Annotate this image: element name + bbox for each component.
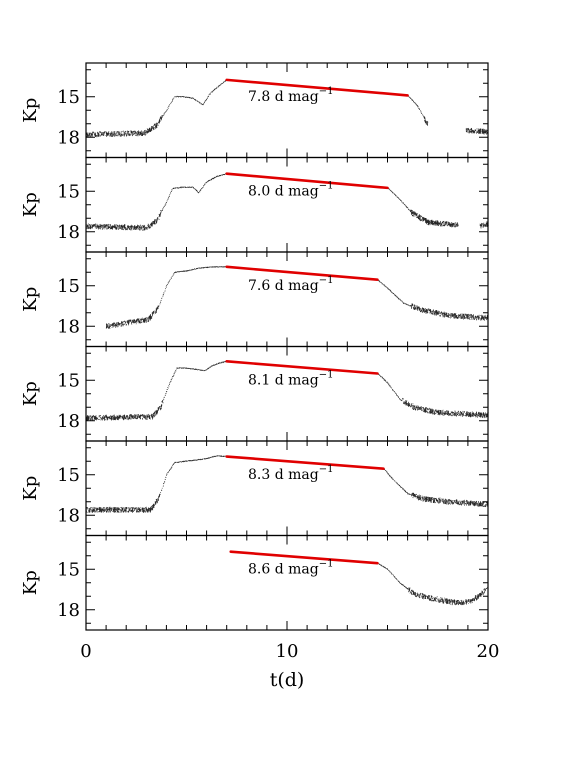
panel-frame — [85, 156, 489, 253]
decline-fit-line — [225, 360, 379, 375]
panels-group: 15 18 Kp 7.8 d mag−1 15 18 Kp 8.0 d mag−1 15 18 Kp… — [20, 62, 489, 631]
decline-fit-line — [225, 78, 409, 97]
panel-3: 15 18 Kp 7.6 d mag−1 — [20, 251, 489, 348]
panel-frame — [85, 345, 489, 442]
decline-rate-annotation: 7.6 d mag−1 — [248, 275, 333, 294]
y-tick-label: 18 — [57, 222, 80, 243]
y-tick-label: 18 — [57, 505, 80, 526]
x-axis: 0 10 20 t(d) — [80, 641, 499, 691]
x-tick-label: 10 — [276, 641, 299, 662]
light-curve-series — [105, 266, 489, 329]
y-tick-label: 18 — [57, 316, 80, 337]
panel-4: 15 18 Kp 8.1 d mag−1 — [20, 345, 489, 442]
y-tick-label: 15 — [57, 181, 80, 202]
panel-6: 15 18 Kp 8.6 d mag−1 — [20, 534, 489, 631]
panel-1: 15 18 Kp 7.8 d mag−1 — [20, 62, 489, 159]
decline-rate-annotation: 8.0 d mag−1 — [248, 181, 333, 200]
light-curve-series — [85, 360, 489, 421]
decline-rate-annotation: 7.8 d mag−1 — [248, 86, 333, 105]
decline-rate-annotation: 8.3 d mag−1 — [248, 464, 333, 483]
light-curve-series — [85, 455, 489, 513]
y-axis-label: Kp — [20, 287, 41, 312]
decline-fit-line — [225, 455, 385, 470]
y-tick-label: 18 — [57, 127, 80, 148]
decline-fit-line — [225, 172, 389, 190]
y-tick-label: 18 — [57, 411, 80, 432]
panel-frame — [85, 534, 489, 631]
y-tick-label: 15 — [57, 276, 80, 297]
decline-rate-annotation: 8.6 d mag−1 — [248, 559, 333, 578]
light-curve-series — [230, 550, 489, 606]
y-axis-label: Kp — [20, 381, 41, 406]
y-axis-label: Kp — [20, 192, 41, 217]
panel-frame — [85, 62, 489, 159]
y-tick-label: 15 — [57, 559, 80, 580]
decline-rate-annotation: 8.1 d mag−1 — [248, 370, 333, 389]
y-axis-label: Kp — [20, 570, 41, 595]
x-tick-label: 0 — [80, 641, 91, 662]
x-tick-label: 20 — [477, 641, 500, 662]
y-axis-label: Kp — [20, 476, 41, 501]
decline-fit-line — [225, 265, 379, 281]
panel-frame — [85, 251, 489, 348]
x-axis-label: t(d) — [270, 669, 305, 691]
panel-5: 15 18 Kp 8.3 d mag−1 — [20, 440, 489, 537]
y-tick-label: 15 — [57, 370, 80, 391]
panel-frame — [85, 440, 489, 537]
y-tick-label: 18 — [57, 600, 80, 621]
y-axis-label: Kp — [20, 98, 41, 123]
y-tick-label: 15 — [57, 87, 80, 108]
light-curve-series — [85, 172, 489, 231]
y-tick-label: 15 — [57, 465, 80, 486]
decline-fit-line — [229, 550, 379, 565]
panel-2: 15 18 Kp 8.0 d mag−1 — [20, 156, 489, 253]
